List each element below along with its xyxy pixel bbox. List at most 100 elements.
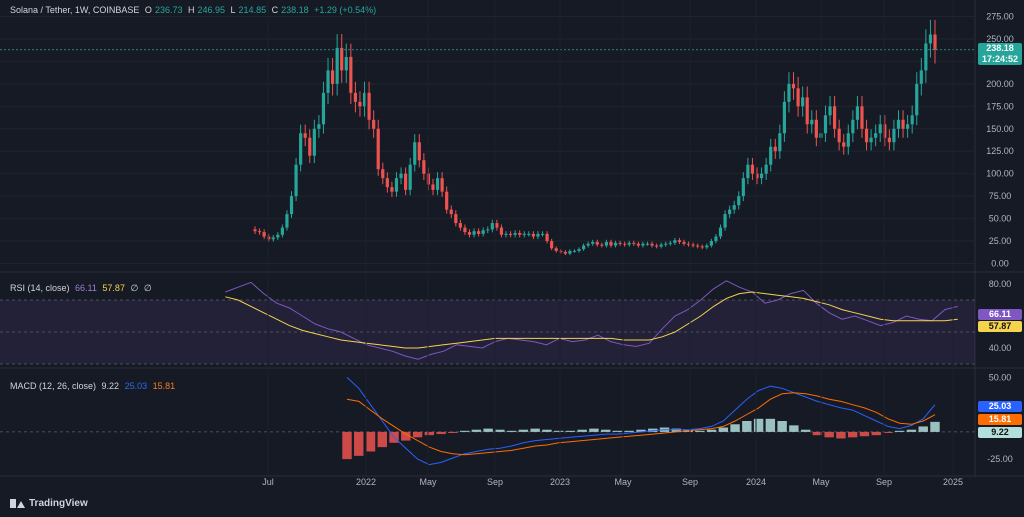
rsi-legend-value: 66.11 <box>75 283 97 293</box>
candle-body <box>655 245 659 247</box>
candle-body <box>591 241 595 244</box>
signal-tag: 15.81 <box>978 414 1022 425</box>
candle-body <box>267 236 271 240</box>
price-tag: 238.18 17:24:52 <box>978 43 1022 65</box>
candle-body <box>828 106 832 116</box>
candle-body <box>613 242 618 246</box>
candle-body <box>778 133 782 152</box>
candle-body <box>791 83 796 89</box>
candle-body <box>823 115 828 134</box>
price-tick-label: 100.00 <box>986 169 1014 179</box>
candle-body <box>499 227 504 235</box>
tradingview-logo[interactable]: TradingView <box>10 498 88 509</box>
time-tick-label: Sep <box>876 477 892 487</box>
candle-body <box>855 106 860 120</box>
candle-body <box>641 243 645 246</box>
macd-histogram-bar <box>706 429 717 432</box>
macd-legend[interactable]: MACD (12, 26, close) 9.22 25.03 15.81 <box>10 381 178 391</box>
macd-histogram-bar <box>471 429 482 432</box>
time-tick-label: Sep <box>487 477 503 487</box>
candle-body <box>627 242 631 245</box>
candle-body <box>518 232 522 235</box>
candle-body <box>330 70 335 84</box>
candle-body <box>458 223 462 228</box>
candle-body <box>358 101 362 107</box>
price-tick-label: 200.00 <box>986 79 1014 89</box>
candle-body <box>376 128 380 170</box>
candle-body <box>572 250 577 252</box>
macd-histogram-bar <box>789 425 799 432</box>
candle-body <box>481 230 485 234</box>
macd-histogram-bar <box>495 429 505 432</box>
candle-body <box>878 124 882 134</box>
candle-body <box>759 173 764 179</box>
candle-body <box>773 146 777 152</box>
macd-histogram-bar <box>836 431 846 439</box>
macd-histogram-bar <box>918 426 928 432</box>
price-tick-label: 150.00 <box>986 124 1014 134</box>
candle-body <box>604 241 609 246</box>
macd-histogram-bar <box>695 430 705 432</box>
macd-tick-label: 50.00 <box>989 372 1012 382</box>
candle-body <box>522 233 526 235</box>
candle-body <box>550 241 554 249</box>
candle-body <box>449 209 453 215</box>
price-tick-label: 175.00 <box>986 101 1014 111</box>
hist-tag: 9.22 <box>978 427 1022 438</box>
macd-legend-macd: 25.03 <box>124 381 148 391</box>
price-tick-label: 50.00 <box>989 214 1012 224</box>
candle-body <box>595 241 599 245</box>
candle-body <box>714 236 718 242</box>
macd-histogram-bar <box>412 431 423 438</box>
candle-body <box>362 92 367 107</box>
low-value: 214.85 <box>238 5 267 15</box>
macd-histogram-bar <box>812 431 823 436</box>
macd-histogram-bar <box>847 431 858 438</box>
candle-body <box>896 119 901 129</box>
macd-histogram-bar <box>377 431 387 448</box>
candle-body <box>527 233 531 235</box>
candle-body <box>801 97 805 107</box>
candle-body <box>581 245 586 250</box>
time-tick-label: May <box>812 477 830 487</box>
high-value: 246.95 <box>197 5 226 15</box>
candle-body <box>335 47 339 84</box>
candle-body <box>577 249 581 251</box>
candle-body <box>399 173 403 179</box>
macd-histogram-bar <box>601 429 611 432</box>
candle-body <box>741 178 745 197</box>
candle-body <box>837 128 841 143</box>
candle-body <box>472 231 476 235</box>
rsi-legend[interactable]: RSI (14, close) 66.11 57.87 ∅ ∅ <box>10 283 155 294</box>
macd-tag: 25.03 <box>978 401 1022 412</box>
candle-body <box>746 164 750 179</box>
change-value: +1.29 (+0.54%) <box>314 5 377 15</box>
low-label: L <box>230 5 236 15</box>
candle-body <box>326 70 330 93</box>
candle-body <box>340 47 344 71</box>
macd-histogram-bar <box>753 418 764 432</box>
macd-histogram-bar <box>742 421 752 432</box>
candle-body <box>390 187 394 192</box>
candle-body <box>495 223 499 228</box>
candle-body <box>901 119 905 129</box>
macd-legend-signal: 15.81 <box>152 381 176 391</box>
candle-body <box>289 196 294 215</box>
rsi-legend-ma: 57.87 <box>102 283 125 293</box>
candle-body <box>294 164 298 197</box>
macd-histogram-bar <box>883 431 893 433</box>
candle-body <box>718 227 723 237</box>
candle-body <box>796 88 800 107</box>
candle-body <box>874 133 878 138</box>
macd-histogram-bar <box>800 429 811 432</box>
macd-histogram-bar <box>577 429 587 432</box>
macd-histogram-bar <box>895 430 905 432</box>
macd-histogram-bar <box>542 429 552 432</box>
close-value: 238.18 <box>281 5 309 15</box>
candle-body <box>728 209 732 215</box>
candle-body <box>463 227 467 233</box>
candle-body <box>404 173 408 190</box>
candle-body <box>435 178 440 190</box>
